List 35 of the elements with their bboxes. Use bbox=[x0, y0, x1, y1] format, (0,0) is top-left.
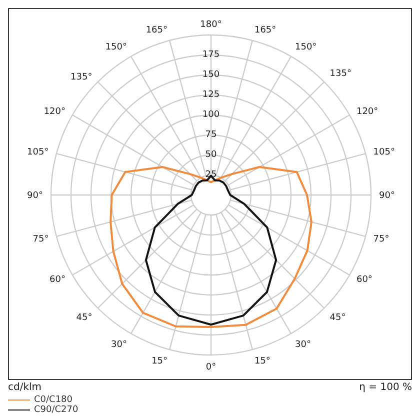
y-tick-label: 100 bbox=[202, 110, 220, 120]
spoke-label: 150° bbox=[295, 42, 317, 53]
spoke-label: 45° bbox=[330, 313, 346, 324]
spoke-label: 135° bbox=[70, 72, 92, 82]
spoke-label: 30° bbox=[295, 340, 311, 350]
spoke-label: 120° bbox=[356, 107, 378, 118]
spoke-label: 90° bbox=[27, 191, 43, 202]
spoke-label: 30° bbox=[111, 340, 127, 350]
spoke-label: 180° bbox=[200, 20, 222, 30]
y-tick-label: 50 bbox=[205, 150, 217, 160]
spoke-label: 60° bbox=[50, 275, 66, 286]
spoke-label: 105° bbox=[373, 148, 395, 158]
spoke-label: 60° bbox=[356, 275, 372, 286]
spoke-label: 150° bbox=[105, 42, 127, 53]
y-tick-label: 25 bbox=[205, 170, 217, 180]
text: η = 100 % bbox=[359, 382, 412, 393]
spoke-label: 120° bbox=[44, 107, 66, 118]
spoke-label: 135° bbox=[330, 69, 352, 80]
spoke-label: 45° bbox=[76, 313, 92, 324]
spoke-label: 0° bbox=[206, 362, 216, 372]
text: cd/klm bbox=[8, 382, 42, 393]
spoke-label: 105° bbox=[27, 148, 49, 158]
spoke-label: 90° bbox=[379, 191, 395, 202]
spoke-label: 165° bbox=[254, 26, 276, 36]
y-tick-label: 175 bbox=[202, 50, 220, 60]
spoke-label: 15° bbox=[152, 356, 168, 367]
spoke-label: 75° bbox=[32, 234, 49, 245]
spoke-label: 15° bbox=[254, 356, 270, 367]
legend-label: C90/C270 bbox=[34, 405, 78, 415]
y-tick-label: 150 bbox=[202, 70, 220, 80]
legend-label: C0/C180 bbox=[34, 395, 73, 405]
spoke-label: 165° bbox=[146, 26, 168, 36]
y-tick-label: 75 bbox=[205, 130, 217, 140]
spoke-label: 75° bbox=[373, 234, 390, 245]
y-tick-label: 125 bbox=[202, 90, 220, 100]
